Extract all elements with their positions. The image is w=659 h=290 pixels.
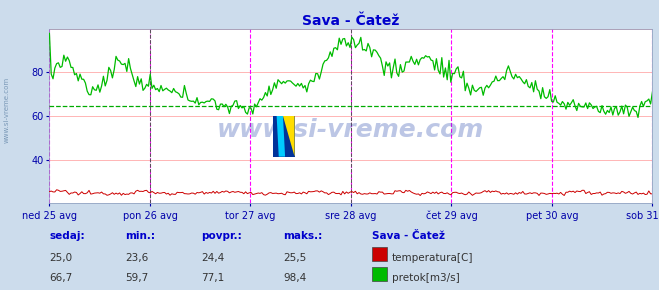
Text: 77,1: 77,1 (201, 273, 224, 283)
Text: 98,4: 98,4 (283, 273, 306, 283)
Text: temperatura[C]: temperatura[C] (392, 253, 474, 263)
Text: maks.:: maks.: (283, 231, 323, 241)
Title: Sava - Čatež: Sava - Čatež (302, 14, 399, 28)
Text: pretok[m3/s]: pretok[m3/s] (392, 273, 460, 283)
Text: povpr.:: povpr.: (201, 231, 242, 241)
Text: 25,0: 25,0 (49, 253, 72, 263)
Text: Sava - Čatež: Sava - Čatež (372, 231, 445, 241)
Text: www.si-vreme.com: www.si-vreme.com (3, 77, 10, 143)
Text: 24,4: 24,4 (201, 253, 224, 263)
Text: min.:: min.: (125, 231, 156, 241)
Text: 25,5: 25,5 (283, 253, 306, 263)
Text: 59,7: 59,7 (125, 273, 148, 283)
Text: 66,7: 66,7 (49, 273, 72, 283)
Text: 23,6: 23,6 (125, 253, 148, 263)
Text: sedaj:: sedaj: (49, 231, 85, 241)
Text: www.si-vreme.com: www.si-vreme.com (217, 118, 484, 142)
